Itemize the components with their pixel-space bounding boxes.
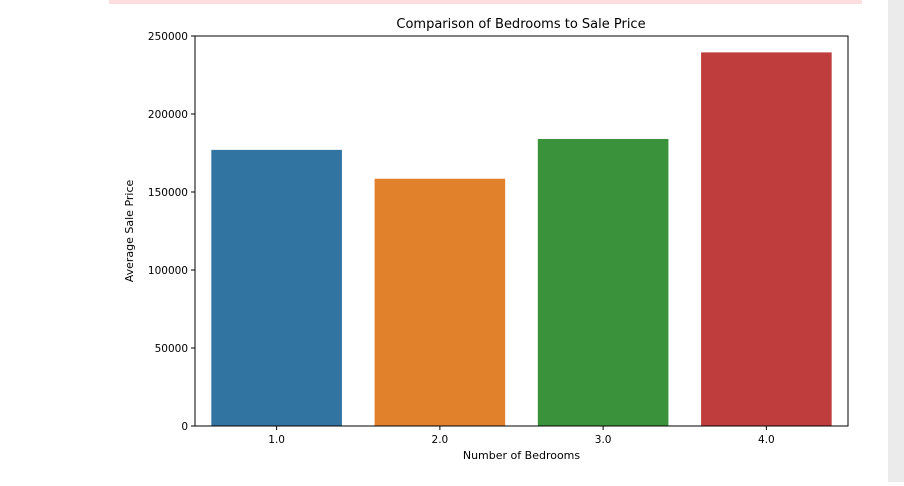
page-scrollbar[interactable] <box>888 0 904 482</box>
y-tick-label: 200000 <box>148 109 188 121</box>
bar-chart: Comparison of Bedrooms to Sale Price 0 50… <box>123 17 849 462</box>
x-axis-label: Number of Bedrooms <box>463 449 581 462</box>
x-tick-label: 4.0 <box>758 434 775 446</box>
x-tick-label: 1.0 <box>268 434 285 446</box>
cell-output-area: Comparison of Bedrooms to Sale Price 0 50… <box>123 17 849 462</box>
bars-group <box>211 52 832 426</box>
bar-4.0 <box>701 52 832 426</box>
x-axis: 1.0 2.0 3.0 4.0 <box>268 426 775 446</box>
y-tick-label: 150000 <box>148 187 188 199</box>
y-tick-label: 0 <box>181 421 188 433</box>
bar-3.0 <box>537 138 669 426</box>
bar-1.0 <box>211 149 342 426</box>
y-axis-label: Average Sale Price <box>123 179 136 282</box>
y-tick-label: 50000 <box>155 343 188 355</box>
stderr-output-strip <box>109 0 862 4</box>
x-tick-label: 3.0 <box>595 434 612 446</box>
plot-frame <box>194 35 849 427</box>
y-axis: 0 50000 100000 150000 200000 250000 <box>148 31 195 433</box>
x-tick-label: 2.0 <box>432 434 449 446</box>
y-tick-label: 250000 <box>148 31 188 43</box>
y-tick-label: 100000 <box>148 265 188 277</box>
chart-title: Comparison of Bedrooms to Sale Price <box>396 17 645 32</box>
bar-2.0 <box>374 178 506 426</box>
